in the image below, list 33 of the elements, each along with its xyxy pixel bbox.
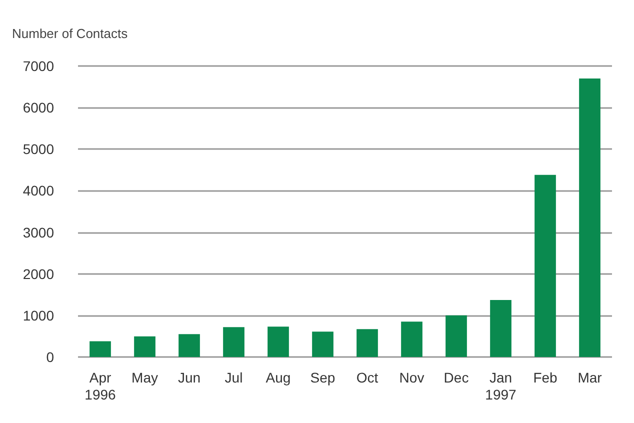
y-tick-label: 0: [46, 349, 54, 365]
x-tick-label: Aug: [266, 370, 291, 386]
x-tick-label: May: [132, 370, 158, 386]
bar: [356, 329, 378, 357]
bar: [534, 174, 556, 357]
y-tick-label: 1000: [22, 307, 54, 324]
bar: [312, 332, 334, 357]
x-tick-label: Oct: [356, 370, 378, 386]
bar: [446, 315, 467, 357]
x-tick-label: Mar: [578, 370, 602, 386]
x-tick-label: Apr 1996: [84, 370, 116, 402]
y-tick-label: 4000: [22, 182, 54, 199]
bar: [490, 300, 512, 357]
bar: [223, 327, 244, 357]
y-tick-label: 3000: [22, 224, 54, 240]
x-tick-label: Jan 1997: [485, 370, 517, 402]
x-tick-label: Sep: [310, 370, 336, 386]
x-tick-label: Feb: [533, 370, 558, 386]
y-axis-title: Number of Contacts: [12, 26, 128, 41]
bar: [268, 326, 289, 357]
y-tick-label: 2000: [22, 266, 54, 282]
y-tick-label: 7000: [22, 58, 54, 74]
bar: [579, 78, 600, 357]
bar: [90, 341, 111, 357]
y-tick-label: 6000: [22, 100, 54, 116]
bar: [178, 334, 200, 357]
y-tick-label: 5000: [22, 141, 54, 158]
x-tick-label: Jul: [224, 370, 243, 386]
x-tick-label: Jun: [178, 370, 201, 386]
bar: [401, 322, 422, 357]
x-tick-label: Nov: [399, 370, 424, 386]
x-tick-label: Dec: [444, 370, 469, 386]
bar: [134, 336, 156, 357]
